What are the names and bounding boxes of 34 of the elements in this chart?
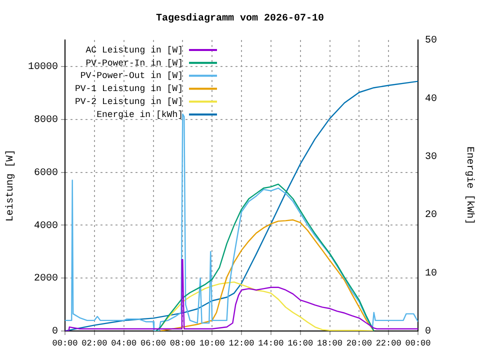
x-tick-label: 00:00 — [405, 338, 431, 348]
y-tick-label: 8000 — [34, 115, 58, 126]
y-tick-label: 2000 — [34, 274, 58, 285]
y2-tick-label: 30 — [425, 152, 438, 164]
x-tick-label: 22:00 — [376, 338, 402, 348]
y-tick-label: 10000 — [28, 62, 58, 74]
y2-tick-label: 40 — [425, 94, 438, 105]
x-tick-label: 04:00 — [111, 338, 137, 348]
legend-label: Energie in [kWh] — [96, 110, 183, 120]
y2-tick-label: 20 — [425, 210, 438, 222]
y2-tick-label: 50 — [425, 36, 438, 47]
x-tick-label: 06:00 — [140, 338, 166, 348]
legend-label: PV-1 Leistung in [W] — [74, 84, 183, 94]
x-tick-label: 18:00 — [316, 338, 343, 348]
x-tick-label: 14:00 — [258, 338, 284, 348]
x-tick-label: 08:00 — [170, 338, 196, 348]
y2-tick-label: 10 — [425, 268, 438, 280]
x-tick-label: 00:00 — [52, 338, 78, 348]
legend-label: AC Leistung in [W] — [86, 45, 183, 56]
x-tick-label: 20:00 — [346, 338, 372, 348]
x-tick-label: 16:00 — [288, 338, 314, 348]
y-tick-label: 0 — [52, 326, 58, 338]
legend-label: PV-Power-Out in [W] — [80, 71, 183, 82]
legend-label: PV-Power-In in [W] — [86, 58, 183, 68]
legend-label: PV-2 Leistung in [W] — [74, 96, 183, 107]
x-tick-label: 02:00 — [82, 338, 108, 348]
y-tick-label: 4000 — [34, 220, 58, 232]
y2-axis-title: Energie [kWh] — [463, 146, 476, 225]
y-axis-title: Leistung [W] — [4, 149, 17, 222]
y2-tick-label: 0 — [425, 326, 432, 338]
x-tick-label: 10:00 — [199, 338, 225, 348]
y-tick-label: 6000 — [34, 168, 58, 179]
chart-title: Tagesdiagramm vom 2026-07-10 — [156, 12, 324, 25]
x-tick-label: 12:00 — [228, 338, 254, 348]
